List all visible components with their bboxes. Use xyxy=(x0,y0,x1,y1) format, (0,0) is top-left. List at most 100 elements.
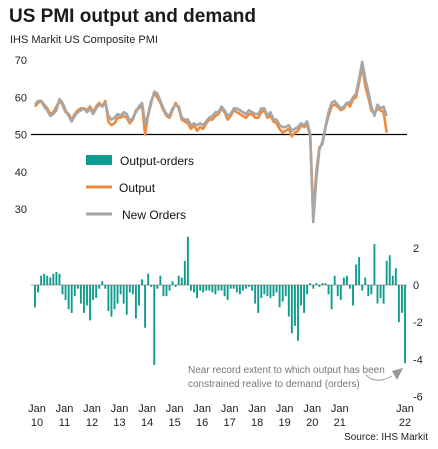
x-tick-label-year: 17 xyxy=(224,417,236,429)
diff-bar xyxy=(373,244,376,285)
diff-bar xyxy=(232,285,235,289)
source-note: Source: IHS Markit xyxy=(344,432,428,443)
diff-bar xyxy=(202,285,205,293)
diff-bar xyxy=(321,283,324,285)
annotation-line-1: Near record extent to which output has b… xyxy=(188,365,385,376)
x-tick-label-year: 15 xyxy=(168,417,180,429)
diff-bar xyxy=(226,285,229,300)
diff-bar xyxy=(229,285,232,289)
diff-bar xyxy=(113,285,116,310)
diff-bar xyxy=(110,285,113,317)
x-tick-label-year: 16 xyxy=(196,417,208,429)
chart-subtitle: IHS Markit US Composite PMI xyxy=(10,34,158,46)
diff-bar xyxy=(199,285,202,291)
diff-bar xyxy=(156,285,159,289)
y-tick-label-left: 60 xyxy=(15,92,27,104)
diff-bar xyxy=(336,285,339,297)
diff-bar xyxy=(284,285,287,297)
diff-bar xyxy=(379,285,382,299)
diff-bar xyxy=(327,285,330,295)
new-orders-line xyxy=(33,60,388,224)
x-tick-label-month: Jan xyxy=(28,403,46,415)
diff-bar xyxy=(190,285,192,291)
legend-label: New Orders xyxy=(122,208,186,222)
diff-bar xyxy=(376,285,379,304)
diff-bar xyxy=(180,277,183,285)
diff-bar xyxy=(272,285,275,297)
diff-bar xyxy=(238,285,241,295)
diff-bar xyxy=(52,273,55,285)
x-tick-label-year: 14 xyxy=(141,417,153,429)
diff-bar xyxy=(70,285,73,313)
diff-bar xyxy=(162,285,165,297)
diff-bar xyxy=(86,285,88,306)
diff-bar xyxy=(278,285,281,308)
diff-bar xyxy=(46,275,49,285)
diff-bar xyxy=(144,285,147,328)
x-tick-label-year: 19 xyxy=(279,417,291,429)
diff-bar xyxy=(125,285,128,315)
diff-bar xyxy=(49,277,52,285)
x-tick-label-year: 21 xyxy=(334,417,346,429)
x-tick-label-month: Jan xyxy=(193,403,211,415)
diff-bar xyxy=(205,285,208,291)
diff-bar xyxy=(364,277,367,285)
annotation-arrow xyxy=(365,374,393,381)
diff-bar xyxy=(211,285,214,293)
diff-bar xyxy=(208,285,211,291)
diff-bar xyxy=(303,285,306,313)
x-tick-label-month: Jan xyxy=(111,403,129,415)
diff-bar xyxy=(388,255,391,285)
x-tick-label-month: Jan xyxy=(396,403,414,415)
diff-bar xyxy=(98,285,101,289)
diff-bar xyxy=(92,285,95,300)
diff-bar xyxy=(394,268,397,285)
x-tick-label-month: Jan xyxy=(166,403,184,415)
diff-bar xyxy=(404,285,406,364)
diff-bar xyxy=(214,285,217,295)
diff-bar xyxy=(318,285,321,287)
x-tick-label-month: Jan xyxy=(331,403,349,415)
diff-bar xyxy=(257,285,260,313)
diff-bar xyxy=(235,285,238,293)
annotation-line-2: constrained realive to demand (orders) xyxy=(188,379,360,390)
diff-bar xyxy=(297,285,299,341)
diff-bar xyxy=(128,285,131,293)
diff-bar xyxy=(79,285,82,304)
x-tick-label-year: 13 xyxy=(113,417,125,429)
chart-title: US PMI output and demand xyxy=(9,6,256,27)
x-tick-label-month: Jan xyxy=(56,403,74,415)
diff-bar xyxy=(165,285,168,297)
y-tick-label-right: -4 xyxy=(413,354,423,366)
diff-bar xyxy=(107,285,110,312)
diff-bar xyxy=(306,285,309,295)
diff-bar xyxy=(134,285,137,319)
diff-bar xyxy=(119,285,122,295)
diff-bar xyxy=(382,285,385,304)
diff-bar xyxy=(315,283,318,285)
y-tick-label-right: 0 xyxy=(413,280,419,292)
diff-bar xyxy=(290,285,293,334)
diff-bar xyxy=(150,285,153,287)
diff-bar xyxy=(397,285,400,323)
legend-swatch xyxy=(86,155,112,165)
diff-bar xyxy=(217,285,220,291)
diff-bar xyxy=(73,285,76,297)
output-line xyxy=(33,64,388,218)
diff-bar xyxy=(275,285,278,293)
diff-bar xyxy=(281,285,284,302)
diff-bar xyxy=(131,285,134,295)
diff-bar xyxy=(153,285,156,365)
diff-bar xyxy=(293,285,296,326)
diff-bar xyxy=(355,264,358,285)
diff-bar xyxy=(385,260,388,285)
y-tick-label-left: 40 xyxy=(15,167,27,179)
diff-bar xyxy=(312,285,315,289)
diff-bar xyxy=(55,271,58,285)
diff-bar xyxy=(309,283,312,285)
diff-bar xyxy=(349,285,351,289)
diff-bar xyxy=(159,275,162,285)
diff-bar xyxy=(34,285,36,308)
diff-bar xyxy=(339,285,342,300)
